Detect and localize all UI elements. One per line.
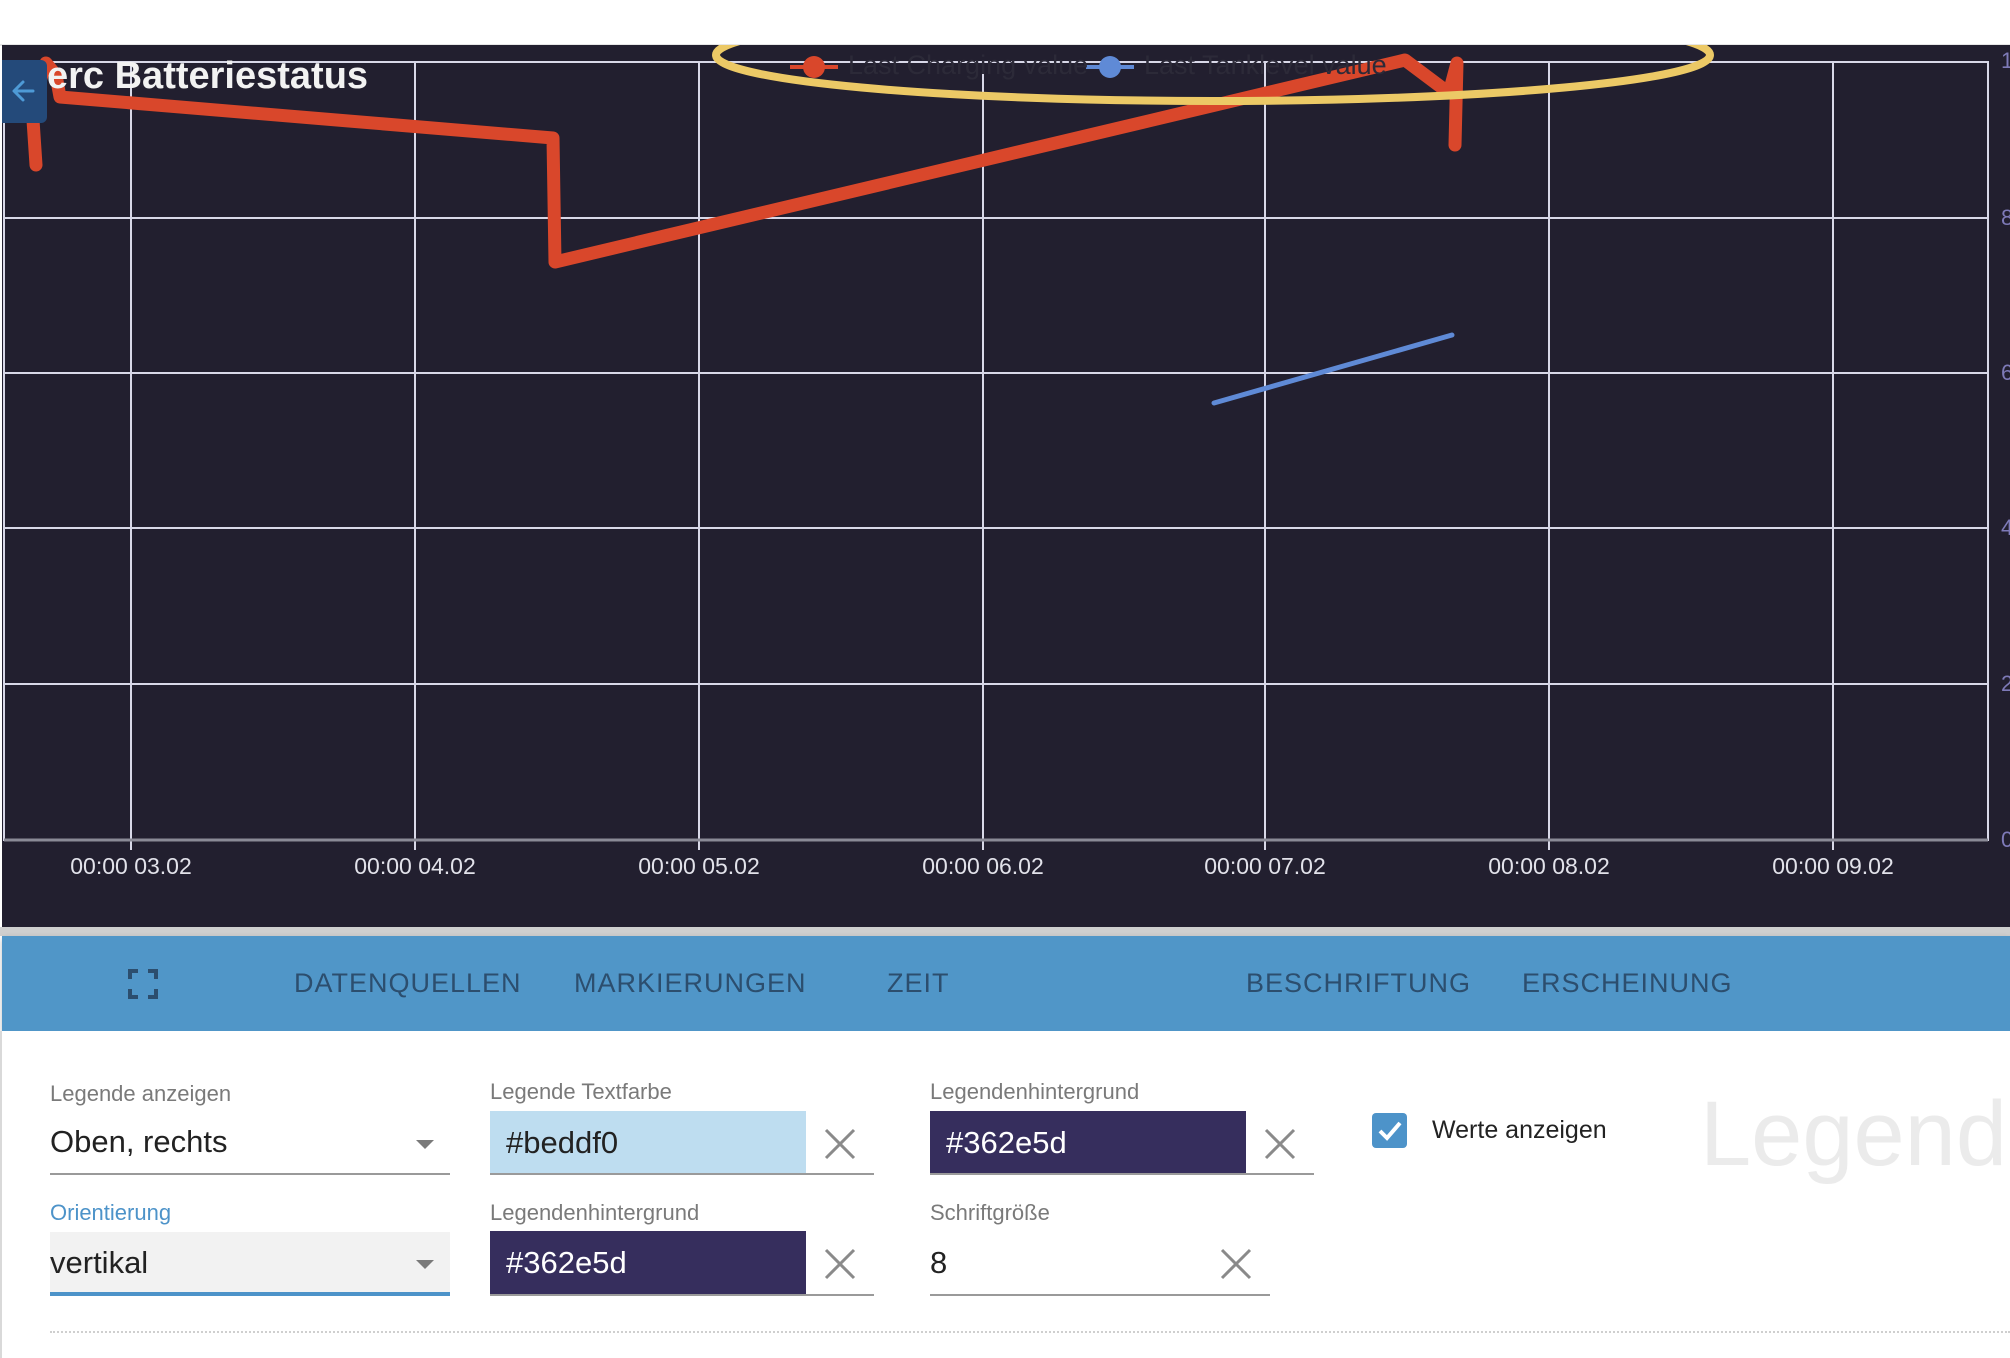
legend-bg-underline bbox=[930, 1173, 1314, 1175]
tab-datenquellen[interactable]: DATENQUELLEN bbox=[294, 968, 522, 998]
orientation-select-bg bbox=[50, 1232, 450, 1294]
x-tick-label: 00:00 04.02 bbox=[354, 853, 476, 879]
x-tick-label: 00:00 09.02 bbox=[1772, 853, 1894, 879]
top-band bbox=[0, 0, 2010, 46]
y-tick-label: 6 bbox=[2001, 360, 2010, 385]
arrow-left-icon bbox=[12, 80, 35, 102]
back-button[interactable] bbox=[2, 60, 47, 123]
checkmark-icon bbox=[1378, 1121, 1402, 1141]
legend-text-color-label: Legende Textfarbe bbox=[490, 1079, 672, 1104]
y-tick-label: 8 bbox=[2001, 205, 2010, 230]
x-tick-label: 00:00 08.02 bbox=[1488, 853, 1610, 879]
separator bbox=[0, 927, 2010, 936]
fullscreen-icon[interactable] bbox=[128, 969, 158, 999]
highlight-ellipse bbox=[712, 45, 1714, 105]
x-tick-label: 00:00 06.02 bbox=[922, 853, 1044, 879]
y-tick-label: 4 bbox=[2001, 515, 2010, 540]
orientation-label: Orientierung bbox=[50, 1200, 172, 1225]
legend-marker-tanklevel bbox=[1086, 56, 1134, 78]
chevron-down-icon[interactable] bbox=[416, 1140, 434, 1149]
font-size-underline bbox=[930, 1294, 1270, 1296]
section-divider bbox=[50, 1331, 2010, 1333]
y-tick-label: 1 bbox=[2001, 48, 2010, 73]
legend-marker-charging bbox=[790, 56, 838, 78]
legend-bg-2-underline bbox=[490, 1294, 874, 1296]
chevron-down-icon[interactable] bbox=[416, 1260, 434, 1269]
tab-legende-active[interactable] bbox=[1002, 936, 1222, 1031]
tab-markierungen[interactable]: MARKIERUNGEN bbox=[574, 968, 807, 998]
font-size-label: Schriftgröße bbox=[930, 1200, 1050, 1225]
orientation-select[interactable]: vertikal bbox=[50, 1245, 149, 1280]
y-tick-label: 2 bbox=[2001, 671, 2010, 696]
tab-erscheinung[interactable]: ERSCHEINUNG bbox=[1522, 968, 1733, 998]
section-heading-ghost: Legend bbox=[1700, 1083, 2007, 1185]
settings-toolbar: DATENQUELLEN MARKIERUNGEN ZEIT BESCHRIFT… bbox=[2, 936, 2010, 1031]
orientation-underline bbox=[50, 1292, 450, 1296]
clear-icon[interactable] bbox=[823, 1247, 857, 1281]
legend-bg-input[interactable]: #362e5d bbox=[930, 1111, 1246, 1175]
legend-label-tanklevel: Last Tanklevel value bbox=[1144, 50, 1387, 80]
legend-settings-panel bbox=[0, 1031, 2010, 1358]
legend-text-color-input[interactable]: #beddf0 bbox=[490, 1111, 806, 1175]
legend-show-select[interactable]: Oben, rechts bbox=[50, 1124, 228, 1159]
x-tick-label: 00:00 07.02 bbox=[1204, 853, 1326, 879]
chart-grid bbox=[3, 61, 1989, 850]
show-values-label: Werte anzeigen bbox=[1432, 1116, 1607, 1144]
legend-bg-label: Legendenhintergrund bbox=[930, 1079, 1140, 1104]
legend-bg-2-label: Legendenhintergrund bbox=[490, 1200, 700, 1225]
legend-show-label: Legende anzeigen bbox=[50, 1081, 232, 1106]
legend-label-charging: Last Charging value bbox=[848, 50, 1089, 80]
tab-zeit[interactable]: ZEIT bbox=[887, 968, 950, 998]
chart-title: erc Batteriestatus bbox=[47, 55, 369, 97]
chart-panel: erc Batteriestatus Last Charging value L… bbox=[2, 45, 2010, 927]
x-tick-label: 00:00 05.02 bbox=[638, 853, 760, 879]
x-tick-label: 00:00 03.02 bbox=[70, 853, 192, 879]
legend-show-underline bbox=[50, 1173, 450, 1175]
clear-icon[interactable] bbox=[1219, 1247, 1253, 1281]
tab-beschriftung[interactable]: BESCHRIFTUNG bbox=[1246, 968, 1472, 998]
series-last-tanklevel-value bbox=[1211, 332, 1455, 406]
clear-icon[interactable] bbox=[823, 1127, 857, 1161]
legend-text-color-underline bbox=[490, 1173, 874, 1175]
legend-bg-2-input[interactable]: #362e5d bbox=[490, 1231, 806, 1295]
line-chart bbox=[3, 45, 1989, 850]
clear-icon[interactable] bbox=[1263, 1127, 1297, 1161]
y-tick-label: 0 bbox=[2001, 827, 2010, 852]
show-values-checkbox[interactable] bbox=[1372, 1113, 1407, 1148]
font-size-input[interactable]: 8 bbox=[930, 1245, 948, 1280]
